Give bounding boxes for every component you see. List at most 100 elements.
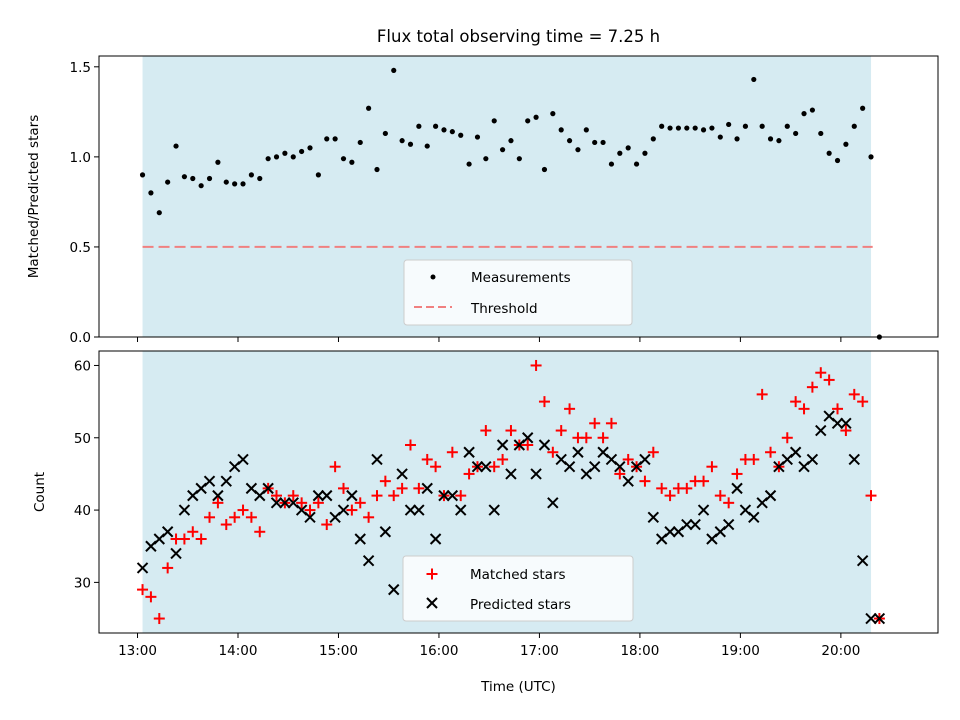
matched-star-point xyxy=(296,497,308,509)
star-count-points xyxy=(136,359,886,625)
predicted-star-point xyxy=(404,504,417,516)
matched-star-point xyxy=(706,461,718,473)
predicted-star-point xyxy=(354,533,366,545)
predicted-star-point xyxy=(681,518,693,531)
top-ytick-label-1-5: 1.5 xyxy=(70,60,91,76)
measurement-point xyxy=(248,172,254,178)
measurement-point xyxy=(399,138,405,144)
measurement-point xyxy=(290,154,296,160)
predicted-star-point xyxy=(220,475,232,487)
predicted-star-point xyxy=(505,468,517,480)
bot-xtick-label-19-00: 19:00 xyxy=(721,643,760,659)
predicted-star-point xyxy=(764,489,777,502)
legend-label-measurements: Measurements xyxy=(471,270,571,286)
bottom-y-axis-label: Count xyxy=(32,472,48,512)
measurement-point xyxy=(667,125,673,131)
matched-star-point xyxy=(254,526,266,538)
measurement-point xyxy=(424,143,430,149)
top-legend-box xyxy=(403,259,633,326)
measurement-point xyxy=(349,159,355,165)
matched-star-point xyxy=(840,425,852,437)
matched-star-point xyxy=(731,468,743,480)
predicted-star-point xyxy=(831,417,844,430)
matched-star-point xyxy=(421,453,433,465)
measurement-point xyxy=(625,145,631,151)
chart-title: Flux total observing time = 7.25 h xyxy=(377,27,660,46)
x-axis-label: Time (UTC) xyxy=(480,679,556,695)
measurement-point xyxy=(759,123,765,129)
measurement-point xyxy=(466,161,472,167)
matched-star-point xyxy=(195,533,207,545)
bot-xtick-label-20-00: 20:00 xyxy=(821,643,860,659)
predicted-star-point xyxy=(588,460,601,473)
measurement-point xyxy=(860,105,866,111)
matched-star-point xyxy=(656,482,668,494)
measurement-point xyxy=(156,210,162,216)
matched-star-point xyxy=(321,519,333,531)
predicted-star-point xyxy=(371,453,383,466)
measurement-point xyxy=(474,134,481,140)
predicted-star-point xyxy=(538,439,551,451)
matched-star-point xyxy=(145,591,157,603)
top-panel: 0.0 0.5 1.0 1.5 Flux total observing time =… xyxy=(26,27,939,346)
measurement-point xyxy=(299,148,305,155)
predicted-star-point xyxy=(731,482,743,495)
predicted-star-point xyxy=(572,446,584,458)
measurement-point xyxy=(583,127,589,133)
measurement-point xyxy=(441,127,447,133)
measurement-point xyxy=(232,181,238,187)
bot-ytick-label-40: 40 xyxy=(74,503,91,519)
predicted-star-point xyxy=(446,489,459,502)
measurement-point xyxy=(190,175,196,182)
matched-star-point xyxy=(823,374,835,386)
measurement-point xyxy=(608,161,615,167)
measurement-point xyxy=(767,136,774,142)
predicted-star-point xyxy=(161,526,174,538)
measurement-point xyxy=(499,147,506,153)
measurement-point xyxy=(558,127,564,133)
matched-star-point xyxy=(371,490,383,502)
predicted-star-point xyxy=(614,460,626,473)
measurement-point xyxy=(776,138,782,144)
predicted-star-point xyxy=(664,526,676,538)
predicted-star-point xyxy=(304,511,316,524)
measurement-point xyxy=(324,136,330,142)
measurement-point xyxy=(181,174,188,180)
measurement-point xyxy=(148,190,154,196)
matched-star-point xyxy=(329,461,341,473)
matched-star-point xyxy=(363,511,375,523)
measurement-point xyxy=(307,145,313,151)
matched-star-point xyxy=(681,482,693,494)
matched-star-point xyxy=(187,526,199,538)
measurement-point xyxy=(357,139,363,146)
measurement-point xyxy=(843,141,849,147)
measurement-points xyxy=(139,67,882,340)
matched-star-point xyxy=(220,519,232,531)
predicted-star-point xyxy=(789,446,802,458)
predicted-star-point xyxy=(270,497,283,509)
matched-star-point xyxy=(162,562,174,574)
measurement-point xyxy=(525,118,531,124)
matched-star-point xyxy=(781,432,793,444)
top-y-ticks: 0.0 0.5 1.0 1.5 xyxy=(70,60,99,346)
predicted-star-point xyxy=(136,562,149,574)
predicted-star-point xyxy=(237,453,249,466)
predicted-star-point xyxy=(321,489,333,502)
matched-star-point xyxy=(178,533,190,545)
predicted-star-point xyxy=(337,504,350,516)
matched-star-point xyxy=(756,388,768,400)
top-plot-frame xyxy=(98,55,939,338)
measurement-point xyxy=(508,138,514,144)
measurement-point xyxy=(533,114,539,120)
matched-star-point xyxy=(530,359,542,371)
predicted-star-point xyxy=(530,468,542,480)
measurement-point xyxy=(391,67,397,74)
predicted-star-point xyxy=(873,612,886,625)
predicted-star-point xyxy=(547,497,559,509)
matched-star-point xyxy=(765,446,777,458)
measurement-point xyxy=(215,159,221,165)
matched-star-point xyxy=(848,388,860,400)
measurement-point xyxy=(541,166,548,173)
matched-star-point xyxy=(605,417,617,429)
measurement-point xyxy=(650,136,656,142)
